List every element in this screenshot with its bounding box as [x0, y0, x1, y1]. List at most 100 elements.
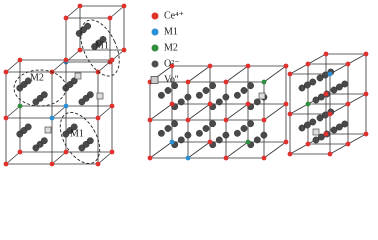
annotation: M2: [30, 72, 44, 83]
oxygen-atom: [253, 136, 261, 144]
oxygen-atom: [70, 77, 78, 85]
oxygen-atom: [184, 131, 192, 139]
cation-atom: [63, 149, 69, 155]
oxygen-atom: [184, 93, 192, 101]
cation-atom: [49, 115, 55, 121]
oxygen-atom: [209, 120, 217, 128]
cation-atom: [147, 117, 153, 123]
cation-atom: [107, 15, 113, 21]
legend: Ce⁴⁺ M1 M2 O²⁻ Vo'': [150, 10, 184, 85]
cation-atom: [305, 141, 311, 147]
cation-atom: [323, 91, 329, 97]
cation-atom: [17, 149, 23, 155]
oxygen-atom: [298, 84, 306, 92]
cation-atom: [3, 115, 9, 121]
oxygen-atom: [171, 120, 179, 128]
lattice-edge: [5, 59, 21, 73]
cation-atom: [95, 115, 101, 121]
oxygen-atom: [298, 124, 306, 132]
oxygen-atom: [215, 98, 223, 106]
lattice-edge: [289, 63, 309, 75]
oxygen-atom: [70, 123, 78, 131]
oxygen-atom: [240, 87, 248, 94]
cation-atom: [287, 71, 293, 77]
lattice-edge: [5, 151, 21, 165]
cation-atom: [207, 63, 213, 69]
cation-atom: [169, 63, 175, 69]
cation-atom: [261, 155, 267, 161]
legend-label: M2: [164, 42, 178, 53]
cation-atom: [363, 51, 369, 57]
cation-atom: [109, 103, 115, 109]
cation-atom: [185, 155, 191, 161]
lattice-edge: [97, 59, 113, 73]
cation-atom: [223, 79, 229, 85]
oxygen-atom: [202, 87, 210, 94]
cation-atom: [323, 51, 329, 57]
legend-swatch: [151, 12, 159, 20]
cation-atom: [3, 69, 9, 75]
lattice-edge: [263, 103, 287, 121]
oxygen-atom: [335, 123, 343, 131]
lattice-edge: [187, 65, 211, 83]
cation-atom: [77, 3, 83, 9]
region-outline: [13, 69, 67, 107]
lattice-edge: [225, 65, 249, 83]
cation-atom: [261, 117, 267, 123]
cation-atom: [109, 57, 115, 63]
legend-label: Vo'': [164, 74, 179, 85]
oxygen-atom: [86, 91, 94, 99]
cation-atom: [17, 57, 23, 63]
vacancy: [312, 128, 320, 136]
oxygen-atom: [309, 118, 317, 126]
cation-atom: [121, 47, 127, 53]
oxygen-atom: [24, 77, 32, 85]
lattice-edge: [51, 105, 67, 119]
oxygen-atom: [195, 129, 203, 137]
oxygen-atom: [177, 98, 185, 106]
cation-atom: [305, 101, 311, 107]
lattice-edge: [347, 133, 367, 145]
cation-atom: [345, 101, 351, 107]
cation-atom: [261, 79, 267, 85]
lattice-edge: [289, 143, 309, 155]
lattice-edge: [187, 141, 211, 159]
lattice-edge: [149, 141, 173, 159]
oxygen-atom: [247, 82, 255, 90]
lattice-edge: [51, 151, 67, 165]
cation-atom: [63, 15, 69, 21]
cation-atom: [3, 161, 9, 167]
lattice-edge: [225, 103, 249, 121]
oxygen-atom: [330, 86, 338, 94]
legend-label: M1: [164, 26, 178, 37]
cation-atom: [363, 91, 369, 97]
oxygen-atom: [330, 126, 338, 134]
oxygen-atom: [99, 36, 107, 43]
lattice-edge: [97, 151, 113, 165]
oxygen-atom: [317, 93, 325, 101]
cation-atom: [327, 111, 333, 117]
oxygen-atom: [84, 22, 92, 30]
oxygen-atom: [209, 82, 217, 90]
oxygen-atom: [171, 82, 179, 90]
cation-atom: [185, 79, 191, 85]
legend-swatch: [151, 28, 159, 36]
lattice-edge: [329, 143, 349, 155]
cation-atom: [245, 101, 251, 107]
oxygen-atom: [309, 78, 317, 86]
cation-atom: [283, 139, 289, 145]
lattice-edge: [225, 141, 249, 159]
vacancy: [96, 92, 104, 100]
cation-atom: [169, 139, 175, 145]
cation-atom: [95, 161, 101, 167]
oxygen-atom: [177, 136, 185, 144]
oxygen-atom: [316, 114, 324, 122]
oxygen-atom: [222, 131, 230, 139]
oxygen-atom: [317, 133, 325, 141]
lattice-edge: [347, 53, 367, 65]
oxygen-atom: [40, 91, 48, 99]
lattice-edge: [5, 105, 21, 119]
lattice-edge: [307, 53, 327, 65]
oxygen-atom: [335, 83, 343, 91]
legend-label: O²⁻: [164, 58, 180, 69]
